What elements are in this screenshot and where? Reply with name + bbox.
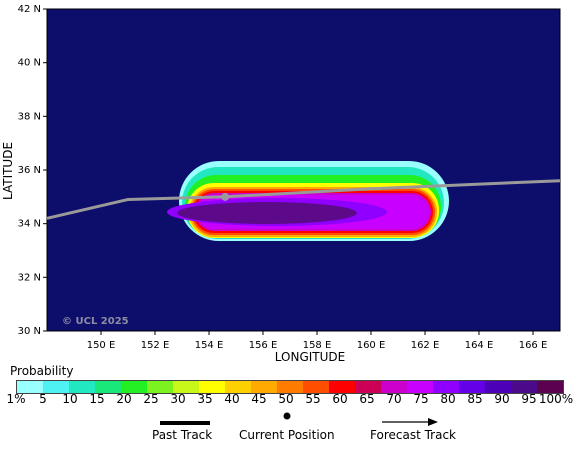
colorbar-swatch <box>381 381 407 393</box>
watermark: © UCL 2025 <box>62 316 129 327</box>
colorbar-labels: 1% 5 10 15 20 25 30 35 40 45 50 55 60 65 70 75 80 85 90 95 1… <box>0 392 580 406</box>
probability-title: Probability <box>10 364 74 378</box>
colorbar-swatch <box>199 381 225 393</box>
past-track-line <box>46 195 226 220</box>
lon-tick-label: 158 E <box>303 340 332 351</box>
colorbar-swatch <box>459 381 485 393</box>
probability-swath <box>167 161 449 241</box>
map-canvas: 150 E 152 E 154 E 156 E 158 E 160 E 162 E 164 E… <box>18 4 561 351</box>
current-position-symbol <box>283 412 291 420</box>
colorbar-label: 85 <box>467 392 483 406</box>
colorbar-label: 50 <box>278 392 294 406</box>
lon-tick-label: 152 E <box>141 340 170 351</box>
colorbar-swatch <box>277 381 303 393</box>
legend-symbols <box>160 412 438 426</box>
colorbar-label: 100% <box>538 392 574 406</box>
lon-tick-label: 160 E <box>357 340 386 351</box>
probability-colorbar <box>16 380 564 394</box>
colorbar-swatch <box>69 381 95 393</box>
colorbar-swatch <box>511 381 537 393</box>
lat-tick-label: 30 N <box>18 326 41 337</box>
lat-tick-label: 32 N <box>18 272 41 283</box>
track-legend: Past Track Current Position Forecast Tra… <box>0 408 580 451</box>
colorbar-label: 60 <box>332 392 348 406</box>
forecast-track-label: Forecast Track <box>370 428 456 442</box>
colorbar-swatch <box>43 381 69 393</box>
colorbar-label: 80 <box>440 392 456 406</box>
colorbar-label: 35 <box>197 392 213 406</box>
colorbar-swatch <box>95 381 121 393</box>
colorbar-label: 75 <box>413 392 429 406</box>
lon-tick-label: 156 E <box>249 340 278 351</box>
forecast-track-line <box>225 179 561 199</box>
colorbar-swatch <box>147 381 173 393</box>
colorbar-swatch <box>355 381 381 393</box>
colorbar-swatch <box>329 381 355 393</box>
colorbar-label: 40 <box>224 392 240 406</box>
colorbar-swatch <box>407 381 433 393</box>
lat-tick-label: 34 N <box>18 219 41 230</box>
colorbar-swatch <box>537 381 563 393</box>
colorbar-label: 1% <box>6 392 26 406</box>
probability-map: 150 E 152 E 154 E 156 E 158 E 160 E 162 E 164 E… <box>18 4 561 351</box>
colorbar-label: 20 <box>116 392 132 406</box>
lon-tick-label: 162 E <box>411 340 440 351</box>
colorbar-label: 55 <box>305 392 321 406</box>
map-axes: 150 E 152 E 154 E 156 E 158 E 160 E 162 E 164 E… <box>18 4 548 351</box>
colorbar-swatch <box>251 381 277 393</box>
colorbar-swatch <box>433 381 459 393</box>
colorbar-label: 45 <box>251 392 267 406</box>
lon-tick-label: 166 E <box>519 340 548 351</box>
colorbar-swatch <box>121 381 147 393</box>
lon-tick-label: 150 E <box>87 340 116 351</box>
colorbar-label: 10 <box>62 392 78 406</box>
lon-tick-label: 164 E <box>465 340 494 351</box>
lon-tick-label: 154 E <box>195 340 224 351</box>
colorbar-label: 90 <box>494 392 510 406</box>
colorbar-label: 25 <box>143 392 159 406</box>
storm-track <box>46 179 561 220</box>
colorbar-label: 70 <box>386 392 402 406</box>
colorbar-label: 15 <box>89 392 105 406</box>
y-axis-title-wrap: LATITUDE <box>1 142 15 200</box>
current-position-label: Current Position <box>239 428 335 442</box>
forecast-arrow-head <box>428 418 438 426</box>
colorbar-label: 65 <box>359 392 375 406</box>
past-track-label: Past Track <box>152 428 213 442</box>
colorbar-label: 95 <box>521 392 537 406</box>
colorbar-label: 5 <box>39 392 47 406</box>
colorbar-swatch <box>225 381 251 393</box>
current-position-marker <box>221 192 230 201</box>
colorbar-swatch <box>485 381 511 393</box>
swath-core <box>177 202 357 224</box>
colorbar-swatch <box>173 381 199 393</box>
x-axis-title: LONGITUDE <box>274 350 346 364</box>
lat-tick-label: 38 N <box>18 111 41 122</box>
lat-tick-label: 40 N <box>18 58 41 69</box>
colorbar-swatch <box>17 381 43 393</box>
colorbar-label: 30 <box>170 392 186 406</box>
colorbar-swatch <box>303 381 329 393</box>
lat-tick-label: 36 N <box>18 165 41 176</box>
lat-tick-label: 42 N <box>18 4 41 15</box>
y-axis-title: LATITUDE <box>1 142 15 200</box>
